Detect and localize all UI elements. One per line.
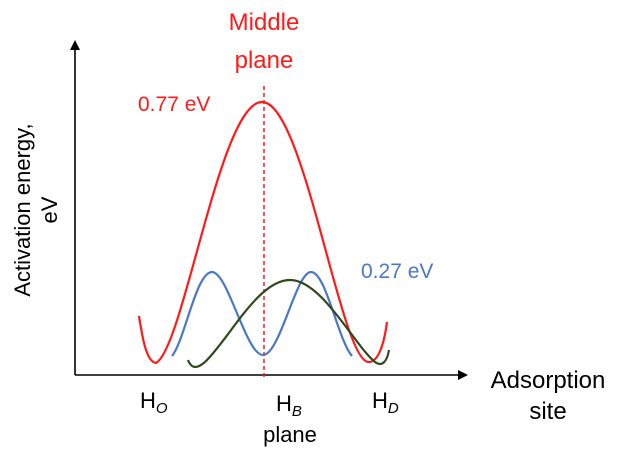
high-barrier-curve [137,100,389,365]
middle-plane-label-line1: Middle [229,9,300,36]
site-h-b-subscript: B [292,403,302,420]
high-barrier-value: 0.77 eV [138,93,210,116]
y-axis-label-line2: eV [37,196,62,223]
site-label-h-b-plane: plane [263,422,317,447]
third-barrier-curve [186,278,391,369]
site-h-d-subscript: D [388,400,399,417]
site-h-d-base: H [372,388,388,413]
site-h-o-subscript: O [156,400,168,417]
site-label-h-b: HB [276,391,302,420]
site-h-o-base: H [140,388,156,413]
y-axis-label-line1: Activation energy, [10,123,35,296]
x-axis-label-line1: Adsorption [491,367,606,394]
low-barrier-value: 0.27 eV [361,260,433,283]
middle-plane-label-line2: plane [235,47,294,74]
site-label-h-o: HO [140,388,168,417]
site-label-h-d: HD [372,388,399,417]
site-h-b-base: H [276,391,292,416]
x-axis-label-line2: site [529,398,566,425]
low-barrier-curve [171,270,353,357]
